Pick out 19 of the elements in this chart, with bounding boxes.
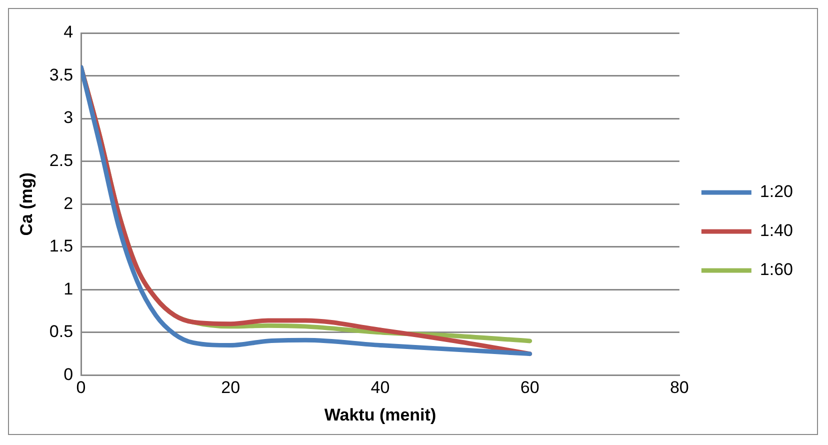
legend-label: 1:60 <box>760 260 794 280</box>
x-tick-label: 60 <box>520 378 540 398</box>
y-tick-label: 0 <box>64 364 74 384</box>
legend-label: 1:20 <box>760 182 794 202</box>
y-tick-label: 0.5 <box>49 322 74 342</box>
y-tick-label: 3 <box>64 108 74 128</box>
x-tick-label: 80 <box>670 378 689 398</box>
y-tick-label: 1 <box>64 279 74 298</box>
x-tick-label: 0 <box>76 378 86 398</box>
x-tick-label: 40 <box>370 378 390 398</box>
y-tick-label: 3.5 <box>49 65 74 84</box>
x-tick-label: 20 <box>221 378 240 398</box>
legend-label: 1:40 <box>760 221 794 240</box>
y-tick-label: 4 <box>64 22 74 42</box>
y-axis-title: Ca (mg) <box>16 172 36 236</box>
y-tick-label: 2.5 <box>49 151 74 170</box>
y-tick-label: 1.5 <box>49 236 74 256</box>
y-tick-label: 2 <box>64 194 74 213</box>
x-axis-title: Waktu (menit) <box>324 405 436 424</box>
